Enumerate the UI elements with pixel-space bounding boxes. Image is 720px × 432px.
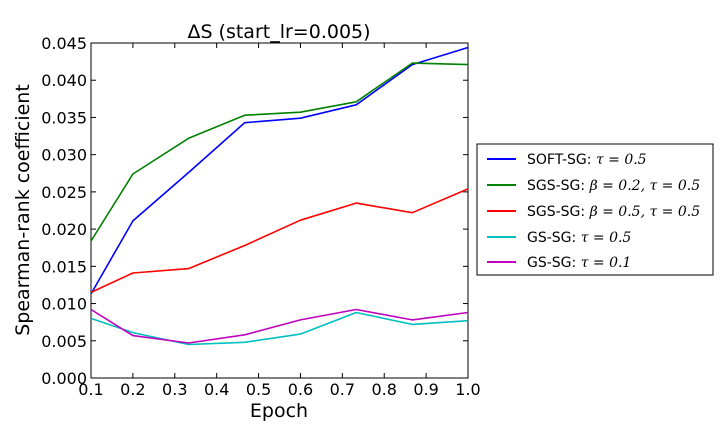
- legend-box: [476, 143, 714, 276]
- legend-label-prefix: SGS-SG:: [527, 204, 590, 220]
- x-tick-label: 0.2: [120, 380, 145, 399]
- plot-area-frame: [90, 42, 469, 379]
- y-tick-label: 0.040: [41, 71, 87, 90]
- legend-label-prefix: SOFT-SG:: [527, 152, 596, 168]
- x-tick-label: 0.7: [330, 380, 355, 399]
- y-tick-label: 0.015: [41, 257, 87, 276]
- y-tick-label: 0.005: [41, 332, 87, 351]
- x-tick-label: 1.0: [455, 380, 480, 399]
- legend-label-prefix: GS-SG:: [527, 255, 581, 271]
- legend-label: GS-SG: τ = 0.1: [527, 255, 631, 271]
- legend-label-math: τ = 0.5: [596, 152, 647, 168]
- series-line-1: [90, 46, 469, 295]
- legend-label-math: β = 0.5, τ = 0.5: [589, 204, 701, 220]
- series-line-5: [90, 308, 469, 344]
- legend-label: SGS-SG: β = 0.5, τ = 0.5: [527, 204, 700, 220]
- y-tick-label: 0.010: [41, 295, 87, 314]
- series-line-3: [90, 188, 469, 294]
- y-axis: 0.000 0.005 0.010 0.015 0.020 0.025 0.030 0.035…: [41, 34, 468, 388]
- x-tick-label: 0.9: [413, 380, 438, 399]
- legend-label: SGS-SG: β = 0.2, τ = 0.5: [527, 178, 700, 194]
- x-axis-title: Epoch: [250, 400, 308, 422]
- y-tick-label: 0.045: [41, 34, 87, 53]
- series-line-4: [90, 311, 469, 346]
- legend-label-prefix: GS-SG:: [527, 230, 581, 246]
- legend-label-math: τ = 0.1: [581, 255, 632, 271]
- x-tick-label: 0.4: [204, 380, 229, 399]
- legend-label-math: τ = 0.5: [581, 230, 632, 246]
- y-tick-label: 0.020: [41, 220, 87, 239]
- y-tick-label: 0.025: [41, 183, 87, 202]
- legend-label-prefix: SGS-SG:: [527, 178, 590, 194]
- legend-label: SOFT-SG: τ = 0.5: [527, 152, 647, 168]
- x-tick-label: 0.6: [288, 380, 313, 399]
- plot-series: [90, 46, 469, 346]
- legend: SOFT-SG: τ = 0.5 SGS-SG: β = 0.2, τ = 0.5…: [476, 143, 714, 276]
- y-tick-label: 0.035: [41, 108, 87, 127]
- series-line-2: [90, 62, 469, 242]
- x-tick-label: 0.5: [246, 380, 271, 399]
- y-tick-label: 0.030: [41, 146, 87, 165]
- legend-label-math: β = 0.2, τ = 0.5: [589, 178, 701, 194]
- chart-title: ΔS (start_lr=0.005): [187, 21, 370, 43]
- x-axis: 0.1 0.2 0.3 0.4 0.5 0.6 0.7 0.8 0.9 1.0: [78, 43, 481, 399]
- y-axis-title: Spearman-rank coefficient: [12, 84, 34, 336]
- x-tick-label: 0.8: [371, 380, 396, 399]
- legend-label: GS-SG: τ = 0.5: [527, 230, 631, 246]
- y-tick-label: 0.000: [41, 369, 87, 388]
- x-tick-label: 0.3: [162, 380, 187, 399]
- x-tick-label: 0.1: [78, 380, 103, 399]
